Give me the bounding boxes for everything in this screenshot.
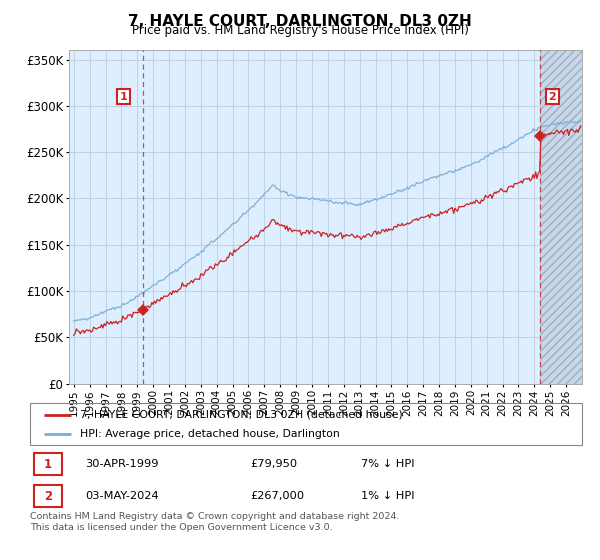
Text: £267,000: £267,000: [251, 491, 305, 501]
Text: 7, HAYLE COURT, DARLINGTON, DL3 0ZH: 7, HAYLE COURT, DARLINGTON, DL3 0ZH: [128, 14, 472, 29]
Text: 03-MAY-2024: 03-MAY-2024: [85, 491, 159, 501]
Text: Contains HM Land Registry data © Crown copyright and database right 2024.
This d: Contains HM Land Registry data © Crown c…: [30, 512, 400, 532]
Text: 1: 1: [44, 458, 52, 471]
Text: 1% ↓ HPI: 1% ↓ HPI: [361, 491, 415, 501]
Text: 7% ↓ HPI: 7% ↓ HPI: [361, 459, 415, 469]
Bar: [34, 485, 62, 507]
Text: 2: 2: [44, 489, 52, 502]
Bar: [34, 453, 62, 475]
Text: 7, HAYLE COURT, DARLINGTON, DL3 0ZH (detached house): 7, HAYLE COURT, DARLINGTON, DL3 0ZH (det…: [80, 409, 403, 419]
Text: Price paid vs. HM Land Registry's House Price Index (HPI): Price paid vs. HM Land Registry's House …: [131, 24, 469, 37]
Text: 1: 1: [119, 92, 127, 102]
Text: £79,950: £79,950: [251, 459, 298, 469]
Text: HPI: Average price, detached house, Darlington: HPI: Average price, detached house, Darl…: [80, 429, 340, 439]
Text: 2: 2: [548, 92, 556, 102]
Text: 30-APR-1999: 30-APR-1999: [85, 459, 158, 469]
